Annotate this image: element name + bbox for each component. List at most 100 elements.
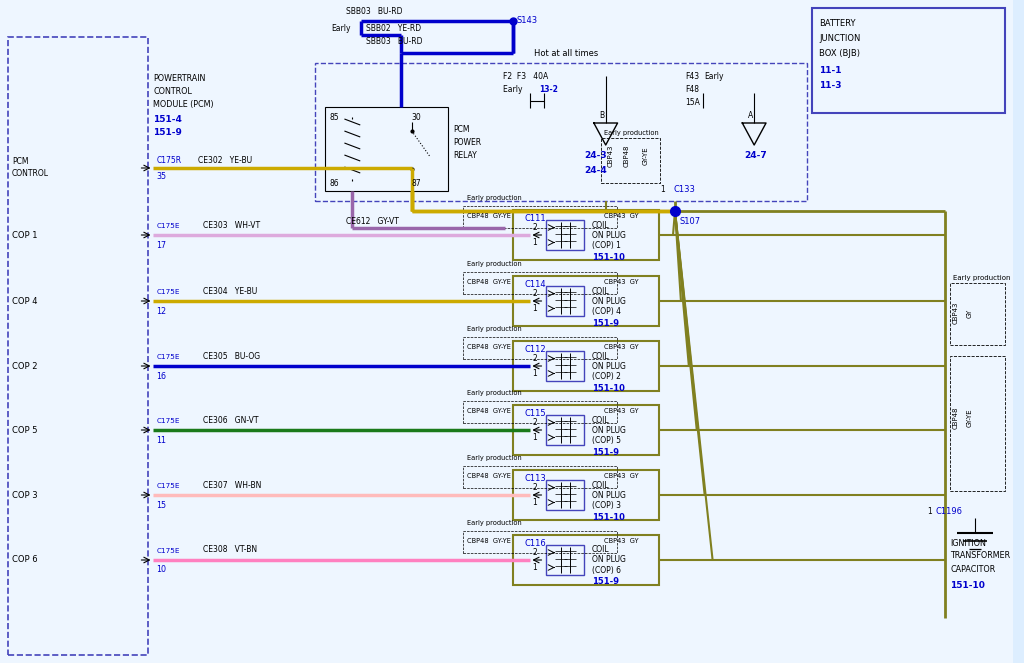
Text: 2: 2: [532, 289, 538, 298]
Text: 13-2: 13-2: [540, 84, 558, 93]
Text: BATTERY: BATTERY: [819, 19, 856, 27]
Bar: [812, 8, 1005, 113]
Text: CBP48  GY-YE: CBP48 GY-YE: [467, 473, 511, 479]
Text: C175E: C175E: [157, 483, 180, 489]
Text: 2: 2: [532, 548, 538, 557]
Text: Early production: Early production: [467, 455, 522, 461]
Bar: [950, 283, 1005, 345]
Text: 15A: 15A: [685, 97, 699, 107]
Text: COP 5: COP 5: [12, 426, 38, 434]
Text: CE612   GY-VT: CE612 GY-VT: [346, 217, 399, 225]
Text: COIL: COIL: [592, 546, 609, 554]
Text: C175E: C175E: [157, 548, 180, 554]
Bar: [8, 37, 148, 655]
Text: POWERTRAIN: POWERTRAIN: [154, 74, 206, 82]
Text: 2: 2: [532, 223, 538, 232]
Text: C111: C111: [524, 213, 546, 223]
Text: B: B: [599, 111, 604, 119]
Text: CBP48: CBP48: [624, 145, 630, 167]
Text: C1196: C1196: [935, 507, 963, 516]
Text: 35: 35: [157, 172, 167, 180]
Text: CE306   GN-VT: CE306 GN-VT: [203, 416, 258, 424]
Text: Early production: Early production: [953, 275, 1011, 281]
Text: 2: 2: [532, 354, 538, 363]
Text: GY-YE: GY-YE: [642, 147, 648, 165]
Text: 1: 1: [532, 304, 538, 313]
Text: Hot at all times: Hot at all times: [535, 48, 599, 58]
Text: COIL: COIL: [592, 351, 609, 361]
Text: 1: 1: [532, 369, 538, 378]
Text: F48: F48: [685, 84, 699, 93]
Text: 85: 85: [330, 113, 339, 121]
Text: 24-4: 24-4: [584, 166, 606, 174]
Text: CE308   VT-BN: CE308 VT-BN: [203, 546, 257, 554]
Text: 12: 12: [157, 306, 167, 316]
Text: 1: 1: [928, 507, 932, 516]
Text: 24-3: 24-3: [584, 151, 606, 160]
Bar: [513, 535, 659, 585]
Text: JUNCTION: JUNCTION: [819, 34, 861, 42]
Text: Early: Early: [332, 23, 351, 32]
Text: MODULE (PCM): MODULE (PCM): [154, 99, 214, 109]
Text: Early production: Early production: [467, 520, 522, 526]
Bar: [513, 210, 659, 260]
Text: C115: C115: [524, 408, 546, 418]
Text: CBP48  GY-YE: CBP48 GY-YE: [467, 408, 511, 414]
Text: 1: 1: [532, 238, 538, 247]
Text: 10: 10: [157, 566, 166, 575]
Text: 1: 1: [660, 184, 665, 194]
Text: 151-9: 151-9: [592, 318, 618, 328]
Bar: [325, 107, 449, 191]
Text: A: A: [748, 111, 753, 119]
Text: CE303   WH-VT: CE303 WH-VT: [203, 221, 260, 229]
Text: 17: 17: [157, 241, 167, 249]
Bar: [463, 466, 616, 488]
Bar: [547, 286, 584, 316]
Text: 30: 30: [412, 113, 422, 121]
Text: (COP) 6: (COP) 6: [592, 566, 621, 575]
Text: Early production: Early production: [604, 130, 658, 136]
Text: CBP43  GY: CBP43 GY: [604, 279, 638, 285]
Text: 15: 15: [157, 501, 167, 509]
Text: SBB03   BU-RD: SBB03 BU-RD: [367, 36, 423, 46]
Text: S143: S143: [517, 15, 538, 25]
Text: CAPACITOR: CAPACITOR: [950, 566, 995, 575]
Bar: [463, 272, 616, 294]
Bar: [463, 337, 616, 359]
Text: 1: 1: [532, 498, 538, 507]
Text: (COP) 3: (COP) 3: [592, 501, 621, 509]
Text: (COP) 1: (COP) 1: [592, 241, 621, 249]
Text: 16: 16: [157, 371, 166, 381]
Text: (COP) 2: (COP) 2: [592, 371, 621, 381]
Text: COIL: COIL: [592, 286, 609, 296]
Text: 151-4: 151-4: [154, 115, 182, 123]
Text: SBB02   YE-RD: SBB02 YE-RD: [367, 23, 421, 32]
Text: CBP43  GY: CBP43 GY: [604, 538, 638, 544]
Text: 151-10: 151-10: [592, 512, 625, 522]
Text: 2: 2: [532, 418, 538, 427]
Text: ON PLUG: ON PLUG: [592, 426, 626, 434]
Text: (COP) 5: (COP) 5: [592, 436, 621, 444]
Text: SBB03   BU-RD: SBB03 BU-RD: [346, 7, 402, 15]
Text: CBP43  GY: CBP43 GY: [604, 408, 638, 414]
Text: CBP48: CBP48: [953, 406, 959, 429]
Text: IGNITION: IGNITION: [950, 538, 986, 548]
Bar: [950, 356, 1005, 491]
Text: 151-10: 151-10: [950, 581, 985, 589]
Bar: [463, 401, 616, 423]
Text: ON PLUG: ON PLUG: [592, 296, 626, 306]
Text: PCM: PCM: [12, 156, 29, 166]
Text: Early: Early: [705, 72, 724, 80]
Text: Early production: Early production: [467, 326, 522, 332]
Text: GY: GY: [967, 308, 973, 318]
Text: COIL: COIL: [592, 416, 609, 424]
Bar: [547, 220, 584, 250]
Text: ON PLUG: ON PLUG: [592, 491, 626, 499]
Text: Early: Early: [503, 84, 527, 93]
Text: ON PLUG: ON PLUG: [592, 361, 626, 371]
Text: 11-3: 11-3: [819, 80, 842, 90]
Text: 151-9: 151-9: [592, 448, 618, 457]
Text: CBP48  GY-YE: CBP48 GY-YE: [467, 213, 511, 219]
Text: 24-7: 24-7: [744, 151, 767, 160]
Text: C175R: C175R: [157, 156, 181, 164]
